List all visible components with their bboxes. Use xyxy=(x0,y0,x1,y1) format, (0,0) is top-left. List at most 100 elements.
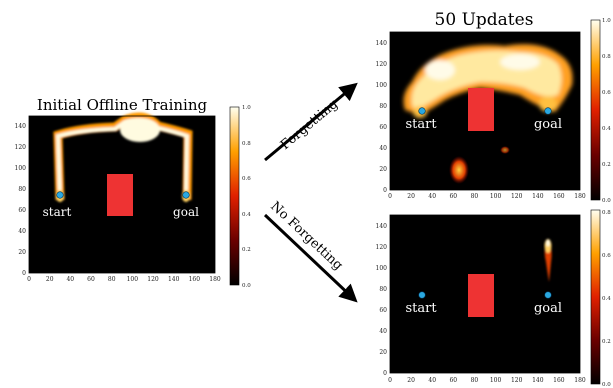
y-tick: 80 xyxy=(379,103,387,110)
x-tick: 0 xyxy=(27,276,31,283)
plot-frame xyxy=(389,31,581,191)
x-tick: 0 xyxy=(388,377,392,384)
goal-marker xyxy=(182,191,190,199)
colorbar-tick: 0.8 xyxy=(242,141,251,147)
heat-region xyxy=(544,239,552,282)
obstacle xyxy=(468,274,494,317)
y-ticks: 0 20 40 60 80 100 120 140 xyxy=(376,40,388,194)
colorbar-tick: 0.0 xyxy=(602,198,611,204)
x-tick: 80 xyxy=(471,377,479,384)
y-tick: 20 xyxy=(18,249,26,256)
colorbar-tick: 0.8 xyxy=(602,54,611,60)
colorbar: 0.0 0.2 0.4 0.6 0.8 1.0 xyxy=(229,105,251,289)
panel-forgetting: 50 Updates start goal 0 20 40 60 xyxy=(376,10,612,204)
x-tick: 100 xyxy=(127,276,139,283)
colorbar-gradient xyxy=(590,19,601,201)
x-ticks: 0 20 40 60 80 100 120 140 160 180 xyxy=(27,276,221,283)
x-ticks: 0 20 40 60 80 100 120 140 160 180 xyxy=(388,377,586,384)
arrow-label: Forgetting xyxy=(278,97,341,153)
plot-area: start goal xyxy=(390,32,580,190)
x-tick: 60 xyxy=(449,377,457,384)
x-tick: 20 xyxy=(407,193,415,200)
x-tick: 180 xyxy=(209,276,221,283)
colorbar-tick: 0.6 xyxy=(602,90,611,96)
goal-label: goal xyxy=(534,301,562,316)
x-tick: 100 xyxy=(490,193,502,200)
y-tick: 40 xyxy=(18,228,26,235)
y-tick: 120 xyxy=(15,144,27,151)
panel-title: Initial Offline Training xyxy=(37,96,208,114)
y-ticks: 0 20 40 60 80 100 120 140 xyxy=(376,223,388,377)
colorbar-tick: 0.0 xyxy=(242,283,251,289)
arrow-forgetting: Forgetting xyxy=(264,82,358,162)
x-tick: 160 xyxy=(553,377,565,384)
colorbar-tick: 0.2 xyxy=(602,339,611,345)
x-tick: 180 xyxy=(574,377,586,384)
goal-label: goal xyxy=(173,205,199,219)
heat-trajectory xyxy=(53,112,193,202)
y-ticks: 0 20 40 60 80 100 120 140 xyxy=(15,123,27,277)
colorbar-tick: 0.6 xyxy=(242,176,251,182)
y-tick: 100 xyxy=(376,82,388,89)
goal-marker xyxy=(544,291,552,299)
heat-region xyxy=(403,44,573,118)
y-tick: 40 xyxy=(379,145,387,152)
x-tick: 180 xyxy=(574,193,586,200)
x-tick: 40 xyxy=(428,377,436,384)
x-tick: 60 xyxy=(87,276,95,283)
y-tick: 60 xyxy=(379,307,387,314)
colorbar-tick: 0.8 xyxy=(602,210,611,216)
colorbar-tick: 0.2 xyxy=(242,247,251,253)
y-tick: 60 xyxy=(379,124,387,131)
goal-label: goal xyxy=(534,117,562,132)
colorbar-tick: 0.6 xyxy=(602,253,611,259)
colorbar-tick: 0.2 xyxy=(602,162,611,168)
arrow-no-forgetting: No Forgetting xyxy=(263,199,358,303)
plot-area: start goal xyxy=(390,215,580,373)
y-tick: 140 xyxy=(15,123,27,130)
colorbar-tick: 1.0 xyxy=(242,105,251,111)
x-tick: 140 xyxy=(168,276,180,283)
x-ticks: 0 20 40 60 80 100 120 140 160 180 xyxy=(388,193,586,200)
panel-initial: Initial Offline Training start goal 0 20… xyxy=(15,96,252,289)
x-tick: 160 xyxy=(189,276,201,283)
start-label: start xyxy=(405,301,437,316)
colorbar: 0.0 0.2 0.4 0.6 0.8 1.0 xyxy=(590,18,611,204)
start-marker xyxy=(418,107,426,115)
plot-frame xyxy=(28,115,216,274)
y-tick: 120 xyxy=(376,244,388,251)
heat-blob xyxy=(500,146,510,154)
colorbar-tick: 0.4 xyxy=(242,212,251,218)
x-tick: 20 xyxy=(407,377,415,384)
colorbar: 0.0 0.2 0.4 0.6 0.8 xyxy=(590,209,611,388)
y-tick: 20 xyxy=(379,166,387,173)
heat-blob xyxy=(449,156,469,184)
goal-marker xyxy=(544,107,552,115)
arrow-line xyxy=(264,82,358,162)
y-tick: 140 xyxy=(376,223,388,230)
x-tick: 140 xyxy=(532,193,544,200)
x-tick: 40 xyxy=(428,193,436,200)
start-marker xyxy=(418,291,426,299)
plot-area: start goal xyxy=(29,112,215,273)
y-tick: 120 xyxy=(376,61,388,68)
plot-frame xyxy=(389,214,581,374)
y-tick: 0 xyxy=(22,270,26,277)
x-tick: 0 xyxy=(388,193,392,200)
x-tick: 80 xyxy=(471,193,479,200)
colorbar-tick: 0.4 xyxy=(602,126,611,132)
colorbar-tick: 1.0 xyxy=(602,18,611,24)
colorbar-tick: 0.0 xyxy=(602,382,611,388)
obstacle xyxy=(107,174,133,216)
x-tick: 80 xyxy=(108,276,116,283)
arrow-label: No Forgetting xyxy=(267,199,345,273)
x-tick: 140 xyxy=(532,377,544,384)
arrow-line xyxy=(263,213,358,303)
y-tick: 60 xyxy=(18,207,26,214)
y-tick: 100 xyxy=(15,165,27,172)
y-tick: 0 xyxy=(383,370,387,377)
x-tick: 120 xyxy=(511,377,523,384)
colorbar-tick: 0.4 xyxy=(602,296,611,302)
start-marker xyxy=(56,191,64,199)
y-tick: 40 xyxy=(379,328,387,335)
